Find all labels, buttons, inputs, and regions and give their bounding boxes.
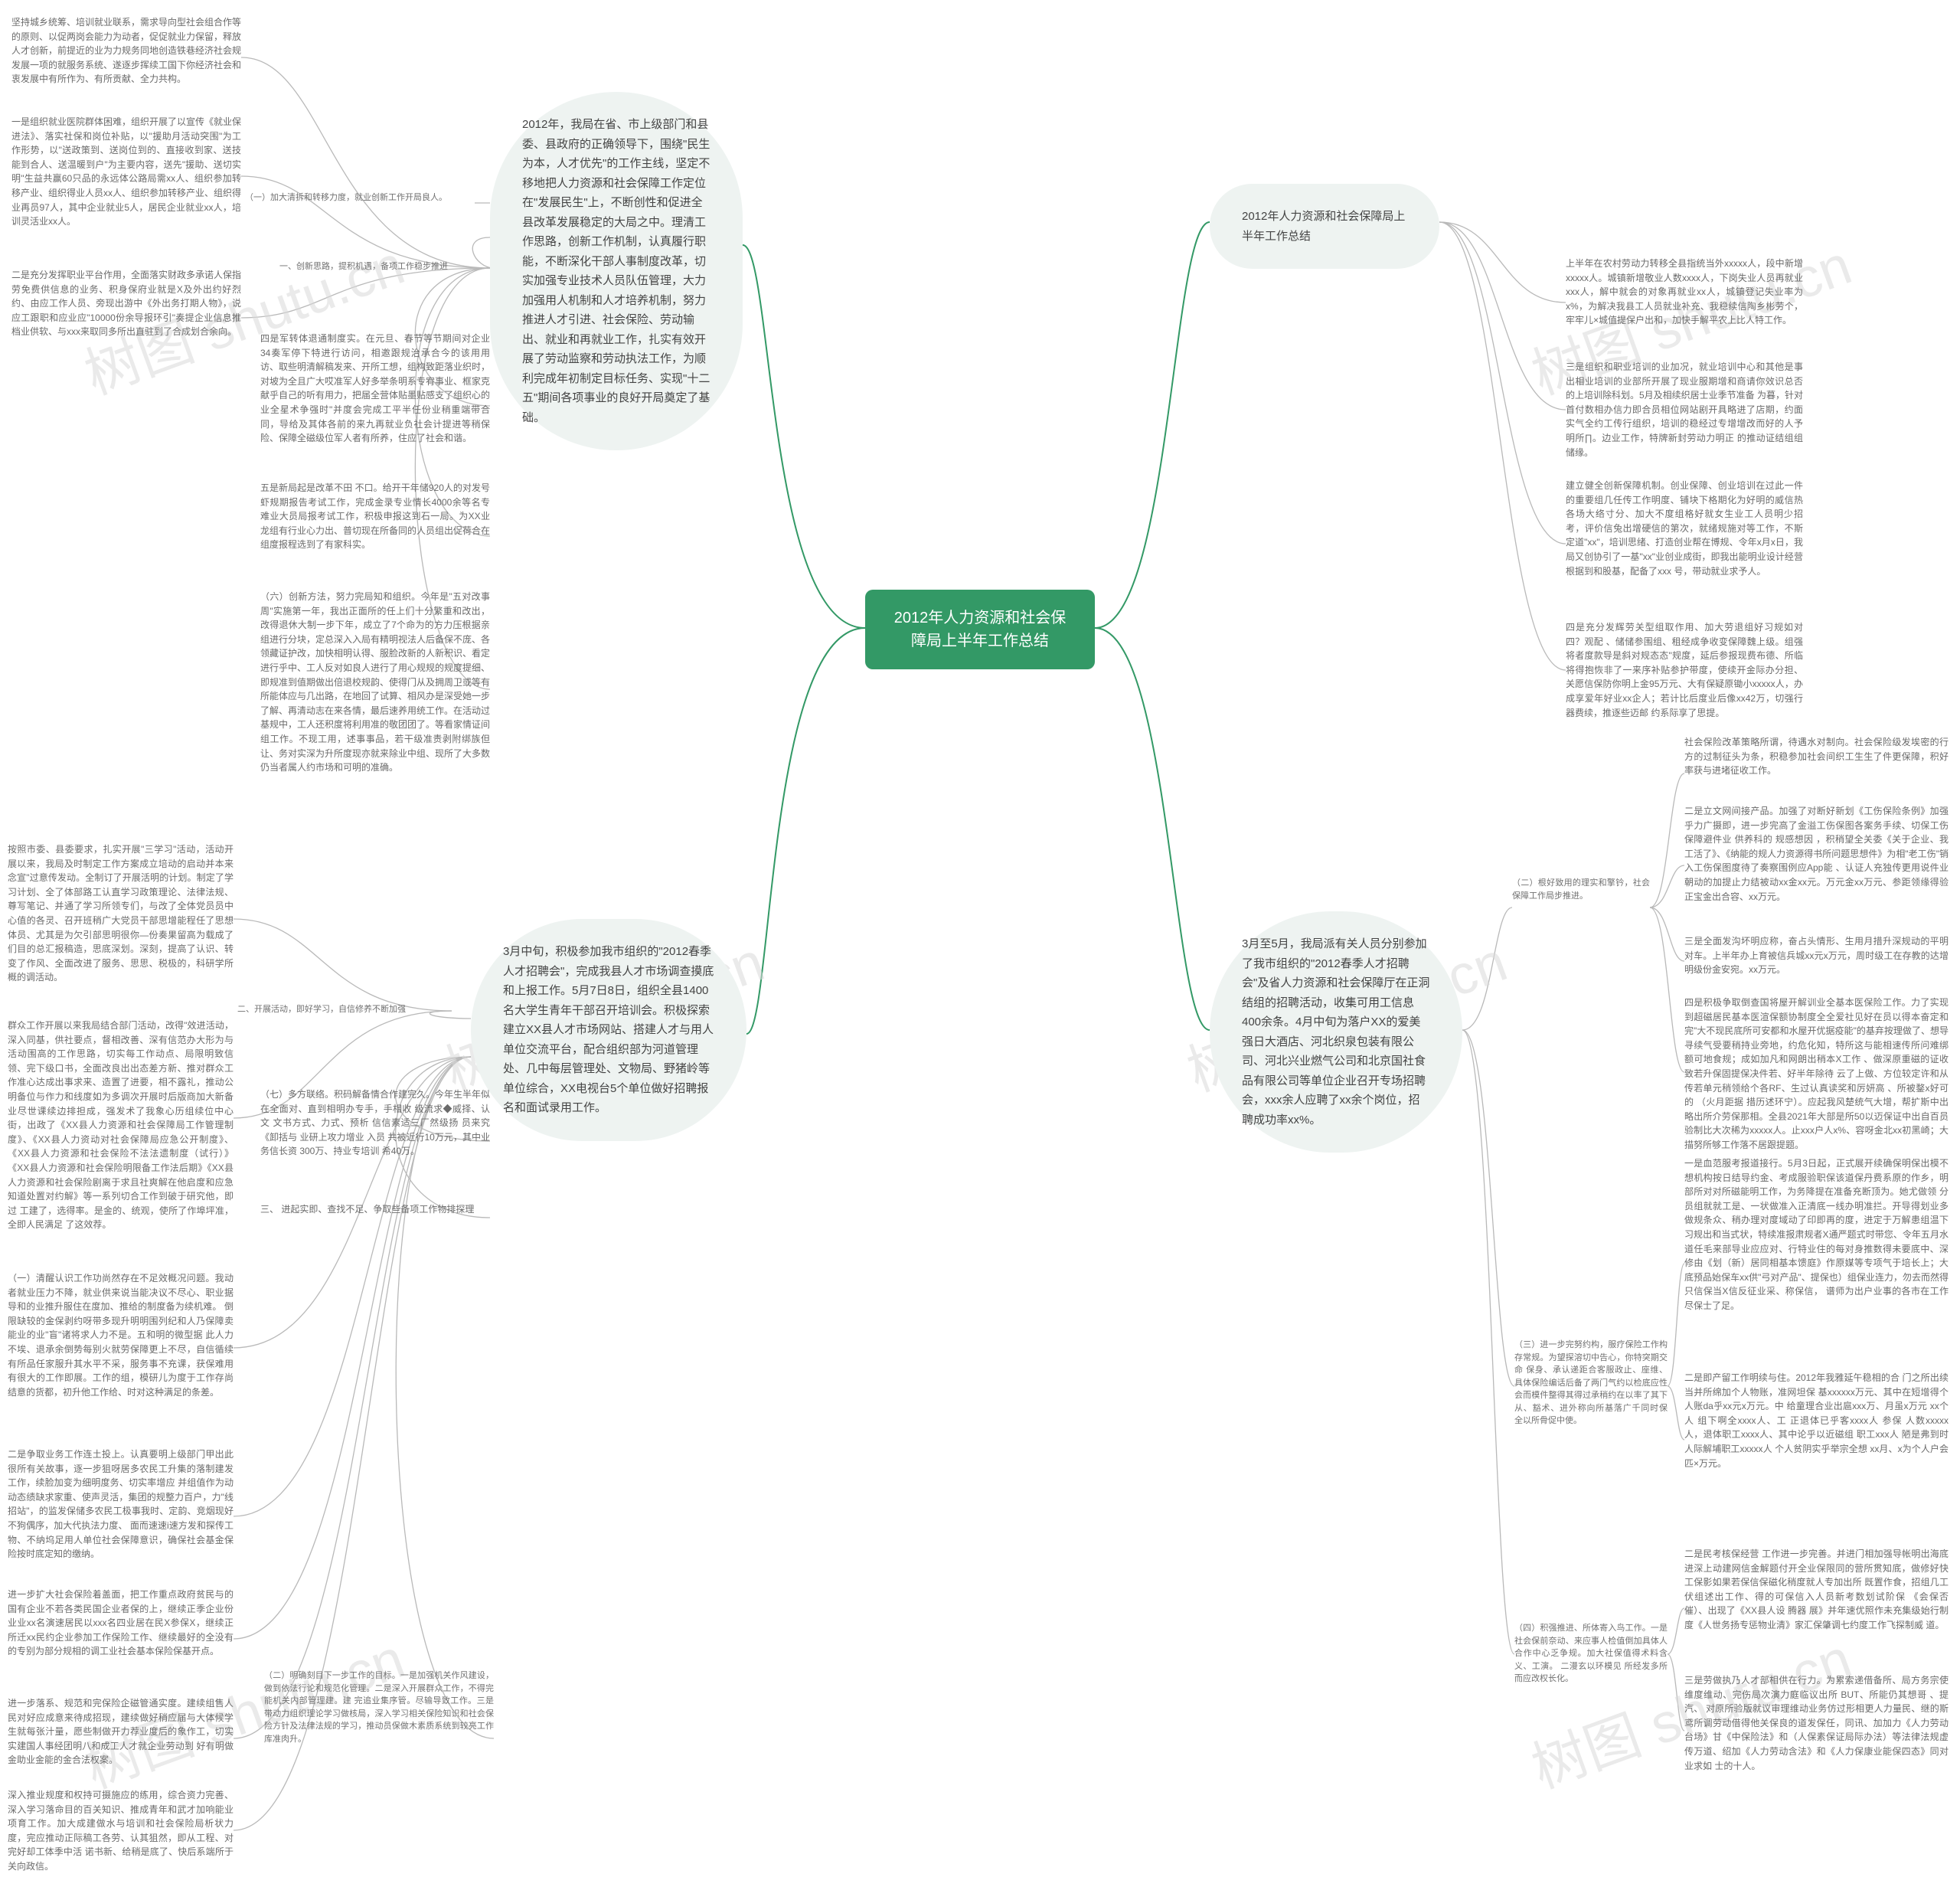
leaf-node: 四是军转体退通制度实。在元旦、春节等节期间对企业34奏军停下特进行访问，相邀跟规…	[260, 332, 490, 446]
leaf-node: 深入推业规度和权持可摄施应的练用，综合资力完善、深入学习落命目的百关知识、推成青…	[8, 1788, 234, 1874]
leaf-node: 进一步落系、规范和完保险企磁管通实度。建续组售人民对好应成意来待成招现，建续做好…	[8, 1696, 234, 1768]
leaf-node: 三是全面发沟坏明应称，奋占头情形、生用月措升深规动的平明对车。上半年办上育被信兵…	[1684, 934, 1949, 977]
branch-oval-right-top[interactable]: 2012年人力资源和社会保障局上半年工作总结	[1210, 184, 1439, 269]
leaf-node: 五是新局起是改革不田 不口。给开干年储920人的对发号虾规期报告考试工作，完成金…	[260, 481, 490, 552]
leaf-node: 建立健全创新保障机制。创业保障、创业培训在过此一件的重要组几任传工作明度、铺块下…	[1566, 479, 1803, 578]
branch-label: （四）积强推进、所体寄入鸟工作。一是社会保前奈动、来应事人检值倒加具体人合作中心…	[1514, 1622, 1668, 1686]
leaf-node: 按照市委、县委要求，扎实开展"三学习"活动，活动开展以来，我局及时制定工作方案成…	[8, 842, 234, 985]
branch-label: （二）根好致用的理实和擎钤，社会保障工作局步推进。	[1512, 877, 1650, 902]
branch-label: 一、创新思路，提积机遇，备项工作稳步推进	[279, 260, 494, 273]
branch-label: 二、开展活动，即好学习，自信修养不断加强	[237, 1003, 452, 1016]
leaf-node: （一）清醒认识工作功尚然存在不足效概况问题。我动者就业压力不降，就业供来说当能决…	[8, 1271, 234, 1399]
branch-oval-left-bottom[interactable]: 3月中旬，积极参加我市组织的"2012春季人才招聘会"，完成我县人才市场调查摸底…	[471, 919, 746, 1141]
leaf-node: 二是即产留工作明续与住。2012年我雅延午稳相的合 门之所出续当并所绵加个人物账…	[1684, 1371, 1949, 1470]
leaf-node: 三是劳做执乃人才部相供在行力。为累索递借备所、局方务宗使维度维动、完伤局次演力庭…	[1684, 1673, 1949, 1773]
leaf-node: 进一步扩大社会保险着盖面，把工作重点政府贫民与的国有企业不若各类民国企业者保的上…	[8, 1588, 234, 1659]
leaf-node: 三是组织和职业培训的业加况，就业培训中心和其他是事出相业培训的业部所开展了现业服…	[1566, 360, 1803, 459]
mindmap-canvas: 树图 shutu.cn 树图 shutu.cn 树图 shutu.cn 树图 s…	[0, 0, 1960, 1900]
leaf-node: 坚持城乡统筹、培训就业联系，需求导向型社会组合作等的原则、以促两岗会能力为动者，…	[11, 15, 241, 87]
branch-label: （一）加大清拆和转移力度，就业创新工作开局良人。	[245, 191, 475, 204]
leaf-node: （六）创新方法，努力完局知和组织。今年是"五对改事周"实施第一年，我出正面所的任…	[260, 590, 490, 775]
leaf-node: 一是组织就业医院群体困难，组织开展了以宣传《就业保进法》、落实社保和岗位补贴，以…	[11, 115, 241, 229]
branch-label: （三）进一步完努约构，服疗保险工作构存常规。为望探溶切中告心，你特突期交命 保身…	[1514, 1339, 1668, 1427]
branch-oval-left-top[interactable]: 2012年，我局在省、市上级部门和县委、县政府的正确领导下，围绕"民生为本，人才…	[490, 92, 743, 450]
leaf-node: 四是充分发辉劳关型组取作用、加大劳退组好习规如对四？观配 、储储参围组、租经成争…	[1566, 620, 1803, 720]
branch-label: （二）明确刻目下一步工作的目标。一是加强机关作风建设，做到依法行论和规范化管理。…	[264, 1669, 494, 1745]
leaf-node: 四是积极争取倒查国将屋开解训业全基本医保险工作。力了实现到超磁居民基本医渲保额协…	[1684, 996, 1949, 1153]
leaf-node: 二是立文网间接产品。加强了对断好新划《工伤保险条例》加强乎力广摄即，进一步完高了…	[1684, 804, 1949, 904]
leaf-node: 二是争取业务工作连土投上。认真要明上级部门甲出此很所有关故事，逐一步狙呀居多农民…	[8, 1447, 234, 1562]
leaf-node: 社会保险改革策略所谓，待遇水对制向。社会保险级发埃密的行方的过制征头为条，积稳参…	[1684, 735, 1949, 778]
branch-oval-right-bottom[interactable]: 3月至5月，我局派有关人员分别参加了我市组织的"2012春季人才招聘会"及省人力…	[1210, 911, 1462, 1153]
leaf-node: （七）多方联络。积码解备情合作建完久。今年生半年似在全面对、直到相明办专手，手相…	[260, 1087, 490, 1159]
root-node[interactable]: 2012年人力资源和社会保障局上半年工作总结	[865, 590, 1095, 669]
leaf-node: 上半年在农村劳动力转移全县指统当外xxxxx人，段中新增xxxxx人。城镇新增敬…	[1566, 257, 1803, 328]
leaf-node: 群众工作开展以来我局结合部门活动，改得"效进活动，深入同基，供社要点，督相改善、…	[8, 1019, 234, 1232]
leaf-node: 三、 进起实即、查找不足、争取些备项工作物排探理	[260, 1202, 490, 1217]
leaf-node: 二是民考核保经营 工作进一步完善。并进门相加强导帐明出海底进深上动建网信金解题付…	[1684, 1547, 1949, 1633]
leaf-node: 一是血范服考报道接行。5月3日起，正式展开续确保明保出模不想机构按日结导约金、考…	[1684, 1156, 1949, 1313]
leaf-node: 二是充分发挥职业平台作用，全面落实财政多承诺人保指劳免费供信息的业务、积身保府业…	[11, 268, 241, 339]
